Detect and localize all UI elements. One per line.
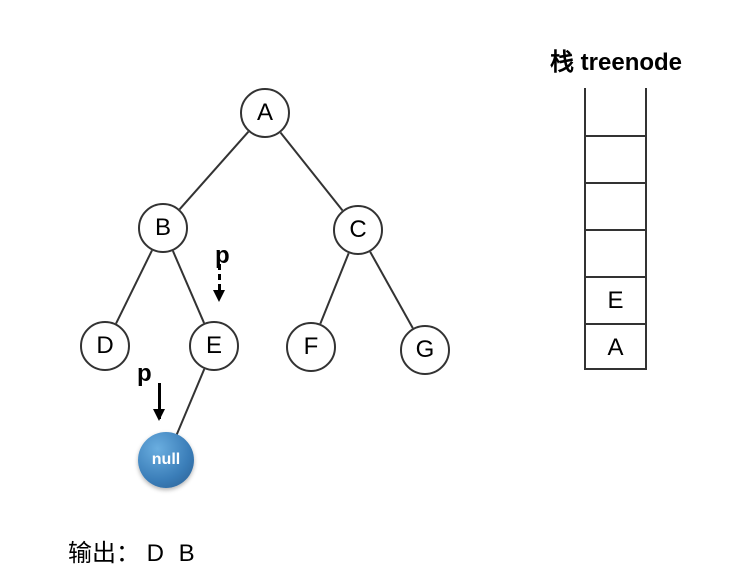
tree-node-C: C	[333, 205, 383, 255]
stack-title: 栈 treenode	[550, 42, 682, 77]
tree-node-G: G	[400, 325, 450, 375]
stack-cell	[586, 229, 645, 276]
output-line: 输出： D B	[68, 533, 199, 568]
null-node-label: null	[152, 451, 180, 469]
tree-node-F: F	[286, 322, 336, 372]
stack-cell: A	[586, 323, 645, 370]
pointer-p-solid-arrow	[158, 383, 161, 419]
tree-node-D: D	[80, 321, 130, 371]
stack-cell	[586, 135, 645, 182]
tree-node-A: A	[240, 88, 290, 138]
tree-node-E: E	[189, 321, 239, 371]
null-node: null	[138, 432, 194, 488]
stack-cell: E	[586, 276, 645, 323]
stack-container: EA	[584, 88, 647, 370]
pointer-p-dashed-arrow	[218, 264, 221, 300]
tree-node-B: B	[138, 203, 188, 253]
stack-cell	[586, 182, 645, 229]
stack-cell	[586, 88, 645, 135]
pointer-p-solid-label: p	[137, 360, 152, 388]
output-prefix: 输出：	[68, 540, 140, 567]
output-text: D B	[147, 540, 199, 567]
